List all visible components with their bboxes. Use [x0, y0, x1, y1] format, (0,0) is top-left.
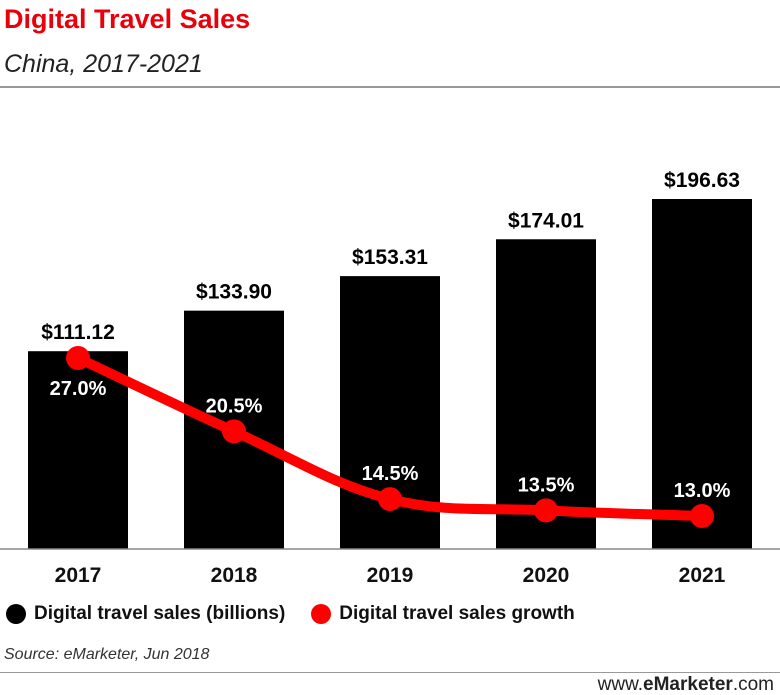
x-tick-label-2020: 2020	[523, 564, 570, 587]
legend-label-growth: Digital travel sales growth	[339, 603, 575, 624]
legend-item-sales: Digital travel sales (billions)	[6, 603, 285, 625]
growth-label-2017: 27.0%	[50, 378, 107, 400]
bar-value-label-2020: $174.01	[508, 209, 584, 232]
growth-point-2020	[534, 498, 558, 523]
x-tick-label-2019: 2019	[367, 564, 414, 587]
bar-2020	[496, 239, 596, 550]
brand-suffix: .com	[732, 674, 774, 695]
growth-point-2019	[378, 487, 402, 512]
growth-point-2017	[66, 346, 90, 370]
chart-legend: Digital travel sales (billions) Digital …	[6, 600, 601, 628]
source-note: Source: eMarketer, Jun 2018	[4, 646, 210, 663]
header-divider	[0, 86, 780, 88]
growth-point-2021	[690, 504, 714, 528]
legend-label-sales: Digital travel sales (billions)	[34, 603, 286, 624]
bar-value-label-2019: $153.31	[352, 246, 428, 269]
growth-label-2018: 20.5%	[206, 395, 263, 417]
growth-label-2021: 13.0%	[674, 480, 731, 502]
bar-2017	[28, 351, 128, 549]
bar-value-label-2021: $196.63	[664, 169, 740, 192]
brand-prefix: www.	[597, 674, 644, 695]
brand-name: eMarketer	[643, 674, 733, 695]
bar-2021	[652, 199, 752, 549]
x-tick-label-2017: 2017	[55, 564, 102, 587]
growth-point-2018	[222, 419, 246, 444]
legend-red-dot-icon	[311, 604, 332, 624]
bar-line-chart: $111.12 $133.90 $153.31 $174.01 $196.63 27.0%…	[0, 169, 780, 587]
chart-title: Digital Travel Sales	[4, 4, 251, 34]
x-tick-label-2018: 2018	[211, 564, 258, 587]
x-tick-label-2021: 2021	[679, 564, 726, 587]
bar-value-label-2017: $111.12	[41, 321, 115, 344]
bar-value-label-2018: $133.90	[196, 281, 272, 304]
brand-link[interactable]: www.eMarketer.com	[598, 674, 774, 695]
growth-label-2020: 13.5%	[518, 474, 575, 496]
legend-black-dot-icon	[6, 604, 26, 624]
footer-divider	[0, 672, 780, 673]
legend-item-growth: Digital travel sales growth	[311, 603, 575, 625]
chart-subtitle: China, 2017-2021	[4, 50, 203, 78]
growth-label-2019: 14.5%	[362, 463, 419, 485]
